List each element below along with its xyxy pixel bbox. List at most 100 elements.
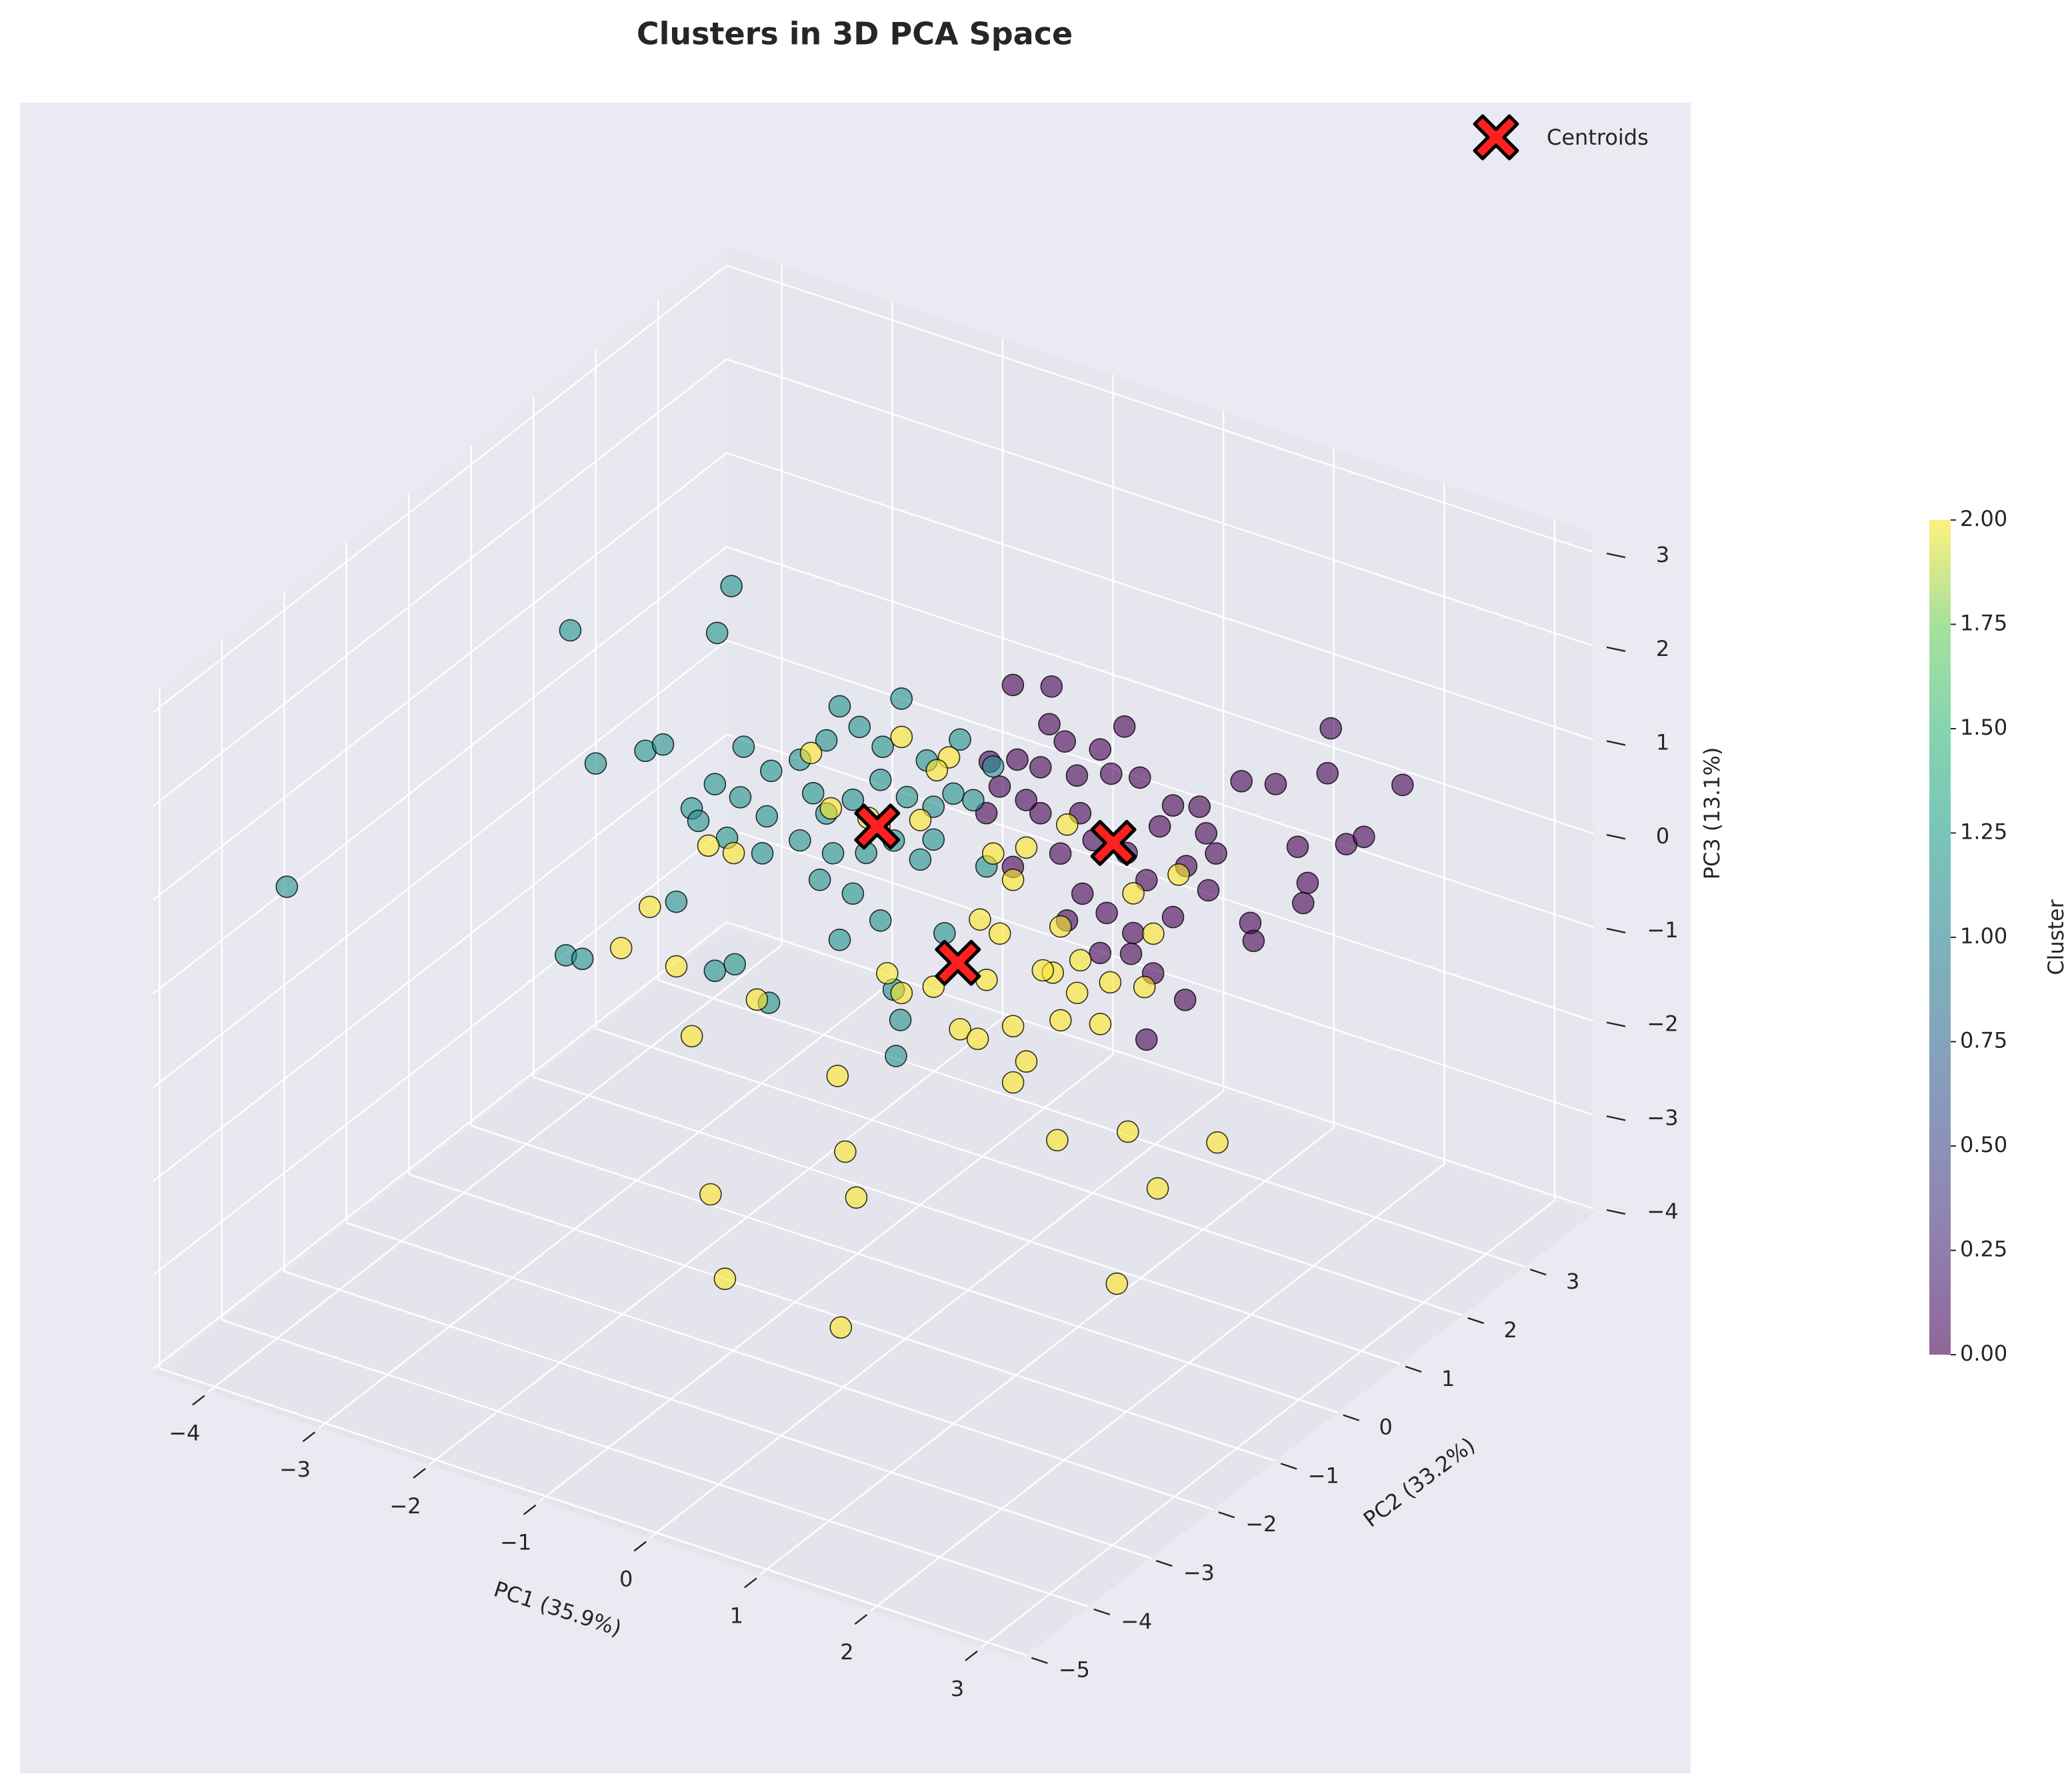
data-point: [1146, 1177, 1169, 1200]
data-point: [720, 575, 743, 597]
grid-line: [221, 1319, 1089, 1608]
centroid: [935, 939, 981, 986]
data-point: [1161, 905, 1185, 929]
data-point: [1173, 989, 1197, 1011]
data-point: [981, 842, 1005, 865]
grid-line: [649, 1090, 1224, 1539]
data-point: [1015, 836, 1038, 859]
grid-line: [760, 1127, 1335, 1575]
data-point: [869, 768, 892, 791]
tick-mark: [1606, 1209, 1626, 1215]
colorbar-tick-label: 0.75: [1960, 1028, 2007, 1053]
data-point: [713, 1267, 737, 1290]
data-point: [975, 968, 998, 991]
data-point: [559, 619, 582, 642]
chart-title: Clusters in 3D PCA Space: [637, 16, 1073, 52]
legend: Centroids: [1473, 114, 1649, 161]
colorbar-label: Cluster: [2043, 899, 2069, 975]
tick-mark: [413, 1467, 426, 1479]
data-point: [1133, 975, 1156, 999]
tick-mark: [1606, 834, 1626, 840]
data-point: [1122, 921, 1145, 945]
data-point: [829, 1316, 853, 1339]
data-point: [890, 725, 913, 749]
data-point: [1105, 1272, 1129, 1295]
data-point: [1122, 882, 1145, 905]
tick-mark: [1155, 1559, 1173, 1567]
data-point: [890, 687, 913, 710]
data-point: [1089, 941, 1112, 965]
data-point: [922, 975, 945, 998]
grid-line: [153, 733, 727, 1182]
data-point: [638, 895, 661, 919]
data-point: [1142, 922, 1165, 945]
y-tick-label: −4: [1121, 1609, 1152, 1634]
data-point: [962, 789, 985, 812]
tick-mark: [1606, 552, 1626, 559]
tick-mark: [1343, 1414, 1360, 1421]
tick-mark: [1606, 927, 1626, 934]
data-point: [821, 842, 845, 865]
data-point: [609, 937, 633, 959]
data-point: [680, 1025, 703, 1048]
data-point: [275, 875, 299, 898]
x-tick-label: 3: [951, 1676, 964, 1701]
data-point: [841, 788, 865, 811]
data-point: [1089, 738, 1112, 761]
data-point: [966, 1027, 989, 1051]
grid-line: [726, 546, 1594, 835]
data-point: [1053, 730, 1077, 753]
data-point: [889, 1009, 912, 1031]
data-point: [815, 729, 838, 752]
x-tick-label: 2: [840, 1639, 853, 1665]
colorbar-tick-label: 1.50: [1960, 715, 2007, 740]
data-point: [1161, 794, 1185, 817]
grid-line: [981, 1199, 1555, 1648]
data-point: [1055, 813, 1079, 836]
data-point: [828, 695, 851, 718]
data-point: [687, 809, 710, 833]
grid-line: [153, 921, 727, 1369]
data-point: [1001, 1015, 1025, 1038]
data-point: [571, 947, 594, 971]
data-point: [876, 962, 899, 985]
data-point: [826, 1065, 849, 1087]
y-tick-label: −5: [1059, 1657, 1090, 1683]
grid-line: [153, 265, 727, 713]
data-point: [922, 828, 945, 851]
data-point: [1353, 825, 1375, 849]
data-point: [1006, 748, 1029, 771]
tick-mark: [1218, 1511, 1235, 1519]
data-point: [1095, 901, 1118, 925]
data-point: [799, 741, 823, 765]
data-point: [1089, 1013, 1112, 1035]
data-point: [1206, 1131, 1229, 1154]
data-point: [949, 1018, 971, 1041]
data-point: [1069, 949, 1092, 972]
data-point: [1049, 842, 1072, 865]
data-point: [705, 621, 729, 645]
colorbar-tick-label: 1.25: [1960, 819, 2007, 845]
grid-line: [153, 452, 727, 901]
data-point: [584, 752, 607, 775]
data-point: [1292, 891, 1315, 915]
data-point: [1319, 717, 1343, 740]
grid-line: [159, 1367, 1027, 1656]
z-tick-label: 3: [1656, 542, 1669, 567]
data-point: [732, 735, 755, 758]
data-point: [1015, 1050, 1038, 1073]
y-tick-label: 3: [1566, 1269, 1579, 1294]
data-point: [925, 759, 949, 782]
data-point: [722, 841, 745, 865]
x-tick-label: 0: [619, 1566, 633, 1591]
data-point: [828, 928, 851, 951]
y-tick-label: 0: [1379, 1415, 1393, 1440]
tick-mark: [1031, 1657, 1048, 1664]
tick-mark: [744, 1577, 757, 1589]
grid-line: [429, 1017, 1003, 1465]
data-point: [1391, 773, 1414, 797]
data-point: [890, 981, 913, 1005]
data-point: [1135, 1028, 1158, 1051]
data-point: [665, 955, 688, 978]
data-point: [1049, 1009, 1072, 1032]
